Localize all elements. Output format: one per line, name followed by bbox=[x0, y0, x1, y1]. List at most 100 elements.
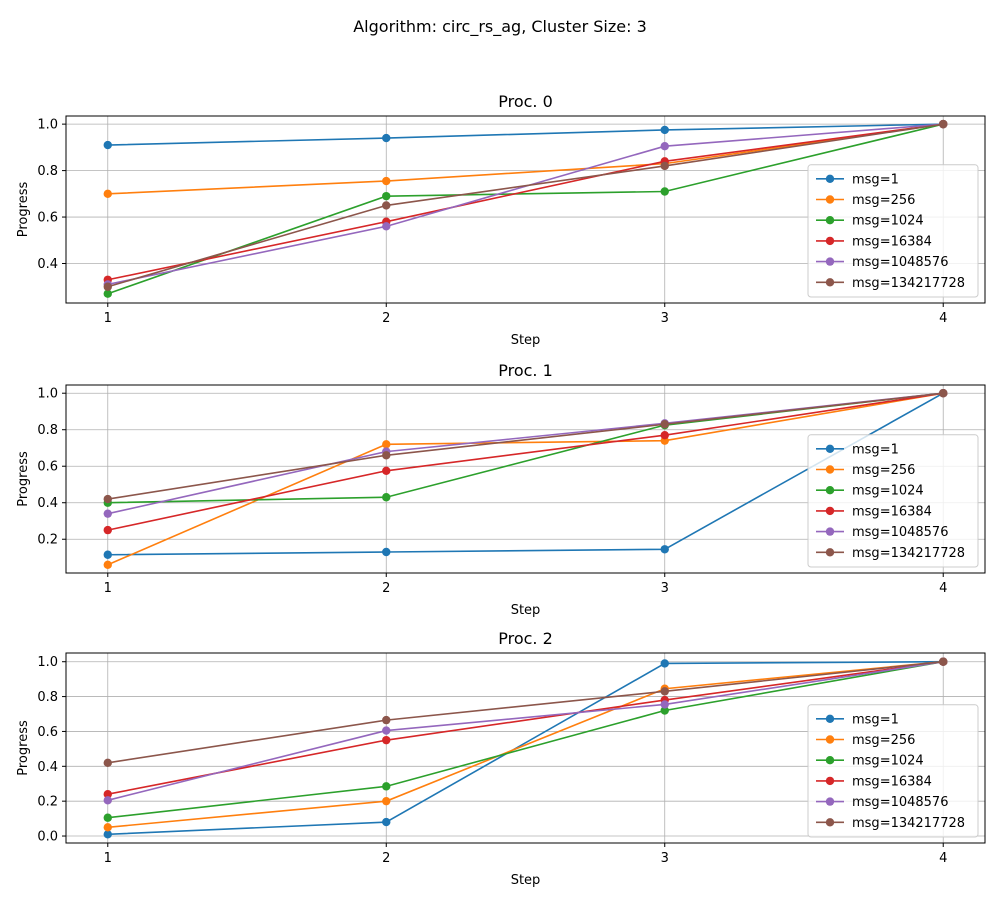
panel-2-series-line-msg=16384 bbox=[107, 660, 944, 795]
panel-0-xtick-label-1: 1 bbox=[104, 311, 112, 326]
panel-1-axes-frame bbox=[65, 384, 986, 574]
panel-2-point-msg=1048576-3 bbox=[660, 700, 669, 709]
panel-2-ylabel: Progress bbox=[16, 720, 31, 776]
panel-1-series-line-msg=1 bbox=[107, 392, 944, 556]
panel-0-xtick-label-2: 2 bbox=[382, 311, 390, 326]
panel-2-legend: msg=1 msg=256 msg=1024 msg=16384 msg=1048576… bbox=[807, 704, 979, 838]
panel-2-title: Proc. 2 bbox=[498, 629, 553, 648]
panel-1-xtick-label-1: 1 bbox=[104, 581, 112, 596]
panel-0-legend-label-msg=16384: msg=16384 bbox=[852, 234, 932, 249]
panel-0-legend-label-msg=256: msg=256 bbox=[852, 193, 915, 208]
panel-2-ytick-label-1.0: 1.0 bbox=[37, 655, 58, 670]
panel-2-point-msg=134217728-3 bbox=[660, 687, 669, 696]
panel-1-ytick-label-1.0: 1.0 bbox=[37, 387, 58, 402]
panel-2-point-msg=1048576-2 bbox=[382, 726, 391, 735]
panel-2-legend-marker-msg=256 bbox=[825, 735, 835, 744]
panel-2-series-line-msg=1024 bbox=[107, 660, 944, 819]
panel-1-series-line-msg=16384 bbox=[107, 392, 944, 531]
panel-0-series-line-msg=16384 bbox=[107, 123, 944, 281]
panel-1-point-msg=1-1 bbox=[103, 550, 112, 559]
panel-0-point-msg=134217728-1 bbox=[103, 282, 112, 291]
panel-0-point-msg=1024-3 bbox=[660, 187, 669, 196]
panel-0-point-msg=1048576-2 bbox=[382, 222, 391, 231]
panel-1-point-msg=256-1 bbox=[103, 560, 112, 569]
panel-1-point-msg=134217728-1 bbox=[103, 494, 112, 504]
panel-0-point-msg=1-1 bbox=[103, 140, 112, 150]
panel-1-legend-label-msg=1048576: msg=1048576 bbox=[852, 525, 948, 540]
panel-2-point-msg=16384-1 bbox=[103, 789, 112, 799]
panel-1-legend-marker-msg=134217728 bbox=[825, 548, 835, 557]
panel-2-point-msg=1-2 bbox=[382, 817, 391, 827]
panel-2-legend-label-msg=1024: msg=1024 bbox=[852, 754, 924, 769]
panel-2-series-line-msg=1048576 bbox=[107, 660, 944, 802]
panel-1-ytick-label-0.6: 0.6 bbox=[37, 460, 58, 475]
panel-2-ytick-label-0.0: 0.0 bbox=[37, 830, 58, 845]
panel-1-legend-label-msg=256: msg=256 bbox=[852, 463, 915, 478]
panel-2-legend-label-msg=256: msg=256 bbox=[852, 733, 915, 748]
panel-1-legend-marker-msg=1048576 bbox=[825, 527, 835, 536]
panel-0-legend-marker-msg=1048576 bbox=[825, 257, 835, 266]
panel-1-legend-marker-msg=256 bbox=[825, 465, 835, 474]
panel-2-xtick-label-3: 3 bbox=[661, 851, 669, 866]
panel-2-point-msg=134217728-1 bbox=[103, 758, 112, 768]
panel-2-series-line-msg=256 bbox=[107, 660, 944, 829]
panel-1-legend-marker-msg=1 bbox=[825, 444, 835, 453]
panel-0-legend-box bbox=[807, 164, 979, 298]
panel-1: 1 2 3 4 0.2 0.4 0.6 0.8 1.0 Proc. 1 Step Progress ms… bbox=[16, 361, 986, 618]
panel-1-ytick-label-0.2: 0.2 bbox=[37, 533, 58, 548]
panel-0-legend-marker-msg=1024 bbox=[825, 216, 835, 225]
panel-0-legend: msg=1 msg=256 msg=1024 msg=16384 msg=1048576… bbox=[807, 164, 979, 298]
panel-2-legend-marker-msg=1048576 bbox=[825, 797, 835, 806]
panel-2-ytick-label-0.6: 0.6 bbox=[37, 725, 58, 740]
panel-1-xlabel: Step bbox=[511, 603, 541, 618]
panel-0-ytick-label-0.6: 0.6 bbox=[37, 211, 58, 226]
figure-suptitle: Algorithm: circ_rs_ag, Cluster Size: 3 bbox=[353, 17, 647, 37]
panel-0-point-msg=1-3 bbox=[660, 125, 669, 135]
panel-0-legend-label-msg=134217728: msg=134217728 bbox=[852, 276, 965, 291]
panel-2-legend-label-msg=1048576: msg=1048576 bbox=[852, 795, 948, 810]
panel-0-point-msg=256-2 bbox=[382, 176, 391, 186]
panel-2: 1 2 3 4 0.0 0.2 0.4 0.6 0.8 1.0 Proc. 2 Step Progres… bbox=[16, 629, 986, 888]
panel-2-series-line-msg=1 bbox=[107, 660, 944, 836]
panel-1-point-msg=256-2 bbox=[382, 440, 391, 449]
panel-1-series-line-msg=256 bbox=[107, 392, 944, 566]
panel-1-point-msg=1024-2 bbox=[382, 493, 391, 502]
panel-0-legend-marker-msg=16384 bbox=[825, 236, 835, 246]
panel-0-ylabel: Progress bbox=[16, 182, 31, 238]
panel-2-legend-label-msg=16384: msg=16384 bbox=[852, 774, 932, 789]
panel-1-point-msg=134217728-4 bbox=[939, 389, 948, 398]
panel-1-point-msg=16384-2 bbox=[382, 466, 391, 475]
panel-1-point-msg=16384-1 bbox=[103, 525, 112, 535]
panel-0-point-msg=1024-2 bbox=[382, 191, 391, 201]
panel-2-point-msg=16384-2 bbox=[382, 735, 391, 745]
panel-1-ylabel: Progress bbox=[16, 451, 31, 507]
panel-2-point-msg=1024-2 bbox=[382, 782, 391, 791]
panel-0-series-line-msg=1024 bbox=[107, 123, 944, 295]
panel-1-point-msg=134217728-3 bbox=[660, 420, 669, 429]
panel-0-legend-marker-msg=134217728 bbox=[825, 278, 835, 287]
panel-2-xtick-label-2: 2 bbox=[382, 851, 390, 866]
panel-0-point-msg=1024-1 bbox=[103, 289, 112, 298]
panel-0-point-msg=256-1 bbox=[103, 189, 112, 199]
panel-2-point-msg=134217728-4 bbox=[939, 657, 948, 666]
panel-2-legend-marker-msg=1 bbox=[825, 714, 835, 723]
panel-0-legend-label-msg=1: msg=1 bbox=[852, 172, 899, 187]
panel-1-legend-marker-msg=1024 bbox=[825, 486, 835, 495]
panel-0-ytick-label-0.4: 0.4 bbox=[37, 257, 58, 272]
panel-1-point-msg=1-2 bbox=[382, 547, 391, 557]
panel-1-title: Proc. 1 bbox=[498, 361, 553, 380]
panel-1-ytick-label-0.4: 0.4 bbox=[37, 496, 58, 511]
panel-2-legend-marker-msg=16384 bbox=[825, 776, 835, 786]
panel-1-legend: msg=1 msg=256 msg=1024 msg=16384 msg=1048576… bbox=[807, 434, 979, 568]
panel-1-legend-box bbox=[807, 434, 979, 568]
panel-2-xlabel: Step bbox=[511, 873, 541, 888]
panel-0-xtick-label-3: 3 bbox=[661, 311, 669, 326]
panel-0-series-line-msg=256 bbox=[107, 123, 944, 195]
panel-1-series-line-msg=134217728 bbox=[107, 392, 944, 500]
panel-0-point-msg=134217728-4 bbox=[939, 119, 948, 129]
panel-1-legend-label-msg=1: msg=1 bbox=[852, 442, 899, 457]
panel-2-point-msg=1-3 bbox=[660, 659, 669, 668]
panel-0-legend-label-msg=1024: msg=1024 bbox=[852, 214, 924, 229]
panel-1-legend-label-msg=134217728: msg=134217728 bbox=[852, 546, 965, 561]
panel-2-legend-label-msg=134217728: msg=134217728 bbox=[852, 816, 965, 831]
